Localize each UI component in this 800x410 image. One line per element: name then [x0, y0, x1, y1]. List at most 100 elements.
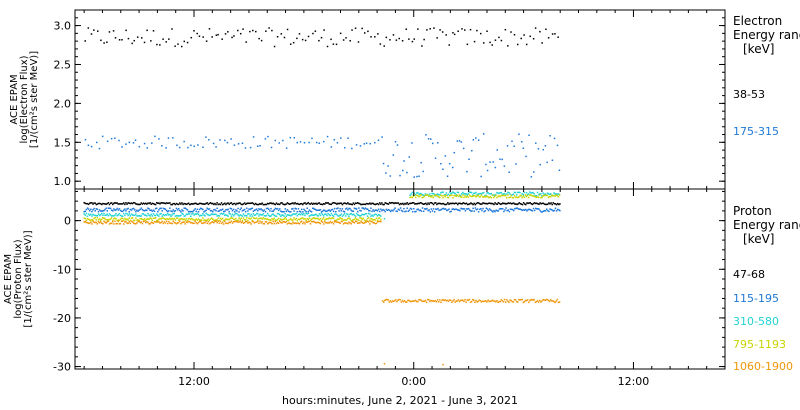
p-point-47-68	[405, 203, 407, 205]
p-point-1060-1900	[213, 221, 215, 224]
p-point-47-68	[365, 202, 368, 205]
p-point-795-1193	[202, 217, 204, 219]
p-point-115-195	[537, 208, 539, 210]
p-point-115-195	[432, 208, 435, 210]
p-point-310-580	[341, 215, 344, 217]
p-point-115-195	[124, 208, 126, 210]
e-point-175-315	[215, 146, 217, 148]
p-point-310-580	[418, 193, 420, 195]
p-point-1060-1900	[315, 222, 317, 224]
p-point-795-1193	[288, 218, 291, 221]
p-point-795-1193	[99, 219, 102, 221]
p-point-795-1193	[457, 195, 460, 198]
e-point-38-53	[452, 31, 454, 34]
p-point-47-68	[163, 202, 166, 204]
e-point-38-53	[114, 37, 117, 39]
electron-y-axis-title: ACE EPAM log(Electron Flux) [1/(cm²s ster …	[9, 51, 40, 148]
p-point-795-1193	[534, 195, 537, 198]
e-point-38-53	[547, 37, 550, 39]
p-point-310-580	[174, 215, 177, 217]
proton-data-points	[83, 191, 561, 366]
p-point-47-68	[154, 203, 157, 206]
p-point-795-1193	[112, 219, 114, 222]
p-point-115-195	[376, 210, 379, 212]
e-point-38-53	[276, 36, 279, 38]
p-point-795-1193	[135, 217, 137, 219]
p-point-1060-1900	[160, 221, 162, 224]
p-point-115-195	[532, 207, 535, 210]
p-point-47-68	[307, 201, 310, 204]
p-point-47-68	[191, 202, 193, 205]
p-point-310-580	[349, 213, 351, 215]
p-point-115-195	[523, 209, 526, 211]
e-point-38-53	[268, 27, 270, 29]
p-point-47-68	[319, 203, 322, 205]
e-point-38-53	[377, 33, 379, 35]
p-point-795-1193	[147, 218, 149, 220]
p-point-115-195	[181, 209, 183, 211]
p-point-1060-1900	[381, 300, 384, 302]
e-point-38-53	[106, 41, 108, 44]
p-point-1060-1900	[349, 222, 351, 224]
e-point-175-315	[190, 144, 192, 147]
e-point-38-53	[150, 40, 152, 42]
p-point-115-195	[154, 207, 157, 210]
p-point-1060-1900	[198, 220, 201, 223]
p-point-115-195	[534, 207, 537, 210]
p-point-115-195	[199, 207, 202, 210]
p-point-1060-1900	[398, 298, 400, 301]
e-point-175-315	[515, 163, 517, 165]
e-point-175-315	[416, 175, 418, 178]
p-point-47-68	[461, 203, 463, 205]
p-point-47-68	[452, 202, 455, 205]
p-point-47-68	[241, 203, 244, 206]
p-point-310-580	[373, 214, 375, 216]
p-point-795-1193	[454, 194, 456, 197]
p-point-115-195	[106, 210, 109, 212]
p-point-47-68	[170, 203, 172, 206]
p-point-47-68	[254, 202, 257, 205]
p-point-1060-1900	[474, 301, 476, 304]
p-point-310-580	[549, 193, 552, 195]
p-point-310-580	[429, 193, 431, 195]
p-point-47-68	[165, 202, 168, 204]
p-point-47-68	[193, 202, 195, 205]
p-point-1060-1900	[361, 221, 363, 224]
p-point-310-580	[518, 191, 520, 194]
p-point-795-1193	[507, 194, 509, 196]
p-legend-title-line-2: [keV]	[743, 232, 774, 246]
p-point-795-1193	[183, 218, 185, 220]
p-point-310-580	[374, 213, 377, 215]
p-point-310-580	[123, 212, 125, 215]
p-point-115-195	[519, 208, 522, 210]
p-point-47-68	[374, 203, 377, 206]
p-point-47-68	[363, 203, 366, 206]
p-point-115-195	[556, 208, 559, 211]
p-point-310-580	[353, 214, 356, 216]
p-point-310-580	[188, 213, 191, 215]
p-point-47-68	[209, 202, 212, 204]
p-point-115-195	[204, 210, 206, 212]
p-point-310-580	[133, 214, 136, 217]
p-point-1060-1900	[445, 299, 448, 302]
p-point-1060-1900	[138, 220, 140, 223]
p-point-115-195	[444, 208, 447, 210]
p-point-1060-1900	[402, 300, 405, 303]
p-point-795-1193	[219, 217, 222, 220]
p-point-1060-1900	[524, 299, 527, 302]
p-point-115-195	[86, 207, 89, 209]
p-point-115-195	[282, 210, 284, 213]
p-point-1060-1900	[471, 298, 474, 301]
p-point-47-68	[517, 203, 519, 205]
p-point-47-68	[248, 202, 250, 205]
e-point-38-53	[93, 29, 95, 31]
p-point-115-195	[157, 210, 159, 213]
p-point-47-68	[444, 203, 447, 206]
p-point-47-68	[296, 202, 299, 205]
p-point-47-68	[539, 202, 541, 204]
p-point-310-580	[455, 194, 458, 196]
p-point-310-580	[424, 193, 427, 195]
p-point-47-68	[430, 202, 433, 204]
e-point-38-53	[221, 38, 223, 40]
p-point-310-580	[434, 195, 437, 197]
